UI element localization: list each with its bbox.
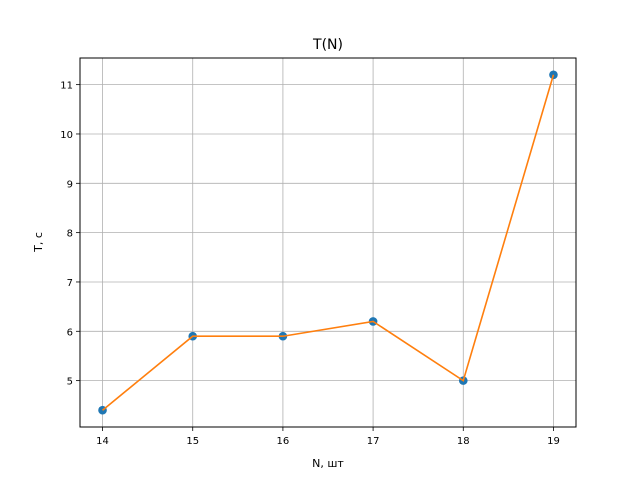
grid-lines — [80, 58, 576, 427]
y-tick-label: 5 — [67, 377, 73, 388]
x-tick-label: 17 — [367, 436, 380, 447]
x-tick-label: 16 — [277, 436, 290, 447]
y-tick-label: 9 — [67, 179, 73, 190]
y-tick-label: 11 — [60, 81, 73, 92]
x-tick-label: 14 — [96, 436, 109, 447]
y-tick-label: 6 — [67, 327, 73, 338]
y-axis-label: T, с — [32, 232, 45, 253]
x-axis-label: N, шт — [312, 457, 344, 470]
data-point — [549, 70, 558, 80]
series-layer — [98, 70, 558, 415]
y-tick-label: 7 — [67, 278, 73, 289]
y-tick-label: 10 — [60, 130, 73, 141]
x-tick-label: 15 — [186, 436, 199, 447]
x-tick-label: 18 — [457, 436, 470, 447]
x-tick-label: 19 — [547, 436, 560, 447]
plot-frame — [79, 57, 577, 428]
x-axis-ticks: 14 15 16 17 18 19 — [96, 427, 560, 447]
y-tick-label: 8 — [67, 229, 73, 240]
y-axis-ticks: 5 6 7 8 9 10 11 — [60, 81, 80, 388]
chart-title: T(N) — [312, 37, 343, 53]
series-line — [102, 74, 555, 411]
